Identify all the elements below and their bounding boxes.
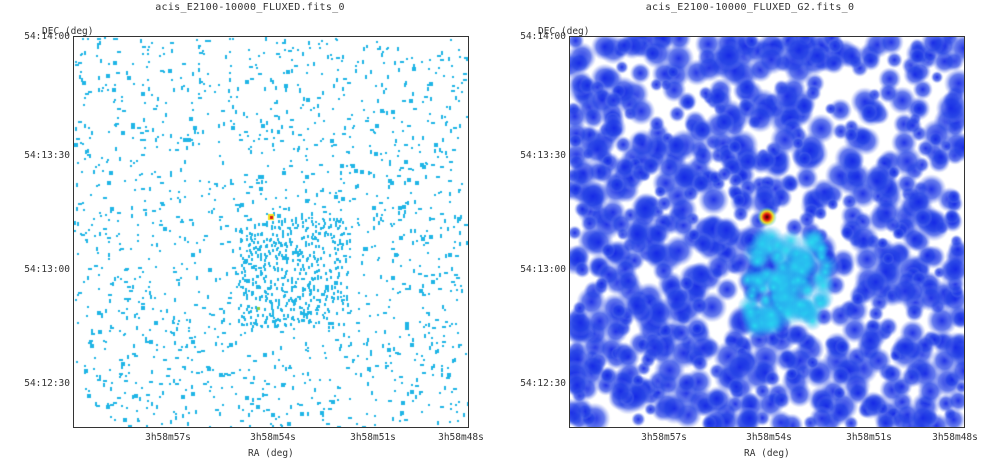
x-tick-label: 3h58m54s [746, 432, 792, 443]
fits-image-raw[interactable] [74, 37, 468, 427]
y-tick-label: 54:13:30 [24, 150, 70, 161]
x-tick-label: 3h58m54s [250, 432, 296, 443]
y-tick-label: 54:14:00 [24, 31, 70, 42]
y-tick-label: 54:13:00 [520, 264, 566, 275]
x-tick-label: 3h58m48s [438, 432, 484, 443]
y-tick-label: 54:13:30 [520, 150, 566, 161]
x-axis-label: RA (deg) [744, 448, 790, 459]
x-axis-label: RA (deg) [248, 448, 294, 459]
panel-smoothed: acis_E2100-10000_FLUXED_G2.fits_0 DEC (d… [500, 0, 1000, 466]
y-axis-label: DEC (deg) [42, 26, 94, 37]
fits-image-smoothed[interactable] [570, 37, 964, 427]
x-tick-label: 3h58m51s [350, 432, 396, 443]
y-tick-label: 54:13:00 [24, 264, 70, 275]
y-tick-label: 54:12:30 [520, 378, 566, 389]
panel-title: acis_E2100-10000_FLUXED.fits_0 [155, 2, 345, 13]
panel-title: acis_E2100-10000_FLUXED_G2.fits_0 [645, 2, 855, 13]
x-tick-label: 3h58m51s [846, 432, 892, 443]
y-axis-label: DEC (deg) [538, 26, 590, 37]
x-tick-label: 3h58m57s [641, 432, 687, 443]
image-frame[interactable] [73, 36, 469, 428]
y-tick-label: 54:12:30 [24, 378, 70, 389]
image-frame[interactable] [569, 36, 965, 428]
x-tick-label: 3h58m48s [932, 432, 978, 443]
panel-raw: acis_E2100-10000_FLUXED.fits_0 DEC (deg)… [24, 2, 484, 459]
x-tick-label: 3h58m57s [145, 432, 191, 443]
y-tick-label: 54:14:00 [520, 31, 566, 42]
